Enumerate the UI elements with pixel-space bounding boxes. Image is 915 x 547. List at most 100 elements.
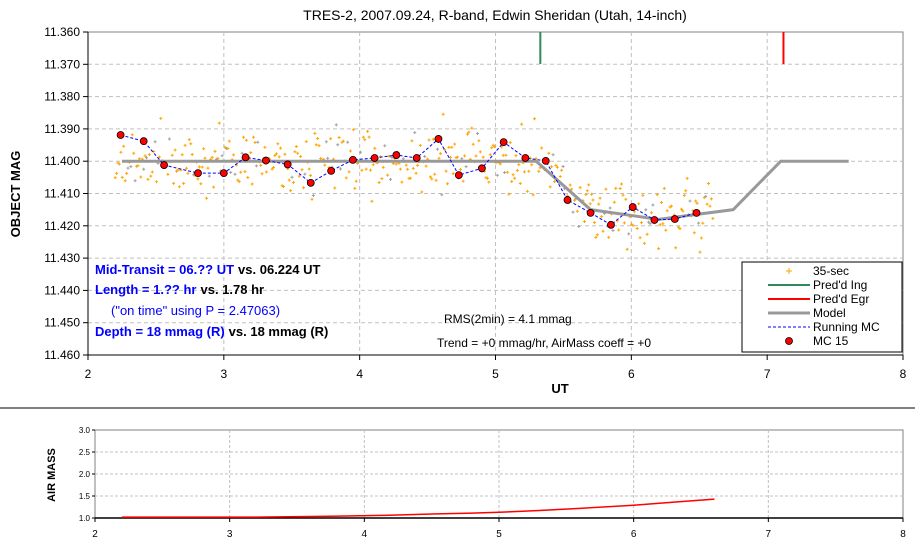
raw-point <box>423 155 427 158</box>
x-tick-label: 5 <box>492 367 499 381</box>
raw-point <box>197 165 201 169</box>
raw-point <box>324 140 328 144</box>
raw-point <box>608 206 612 210</box>
raw-point <box>573 198 576 202</box>
raw-point <box>427 138 431 142</box>
raw-point <box>232 153 236 157</box>
raw-point <box>707 182 711 185</box>
mc15-point <box>283 160 292 169</box>
length: Length = 1.?? hr <box>95 282 196 297</box>
raw-point <box>505 170 509 174</box>
raw-point <box>595 233 599 237</box>
raw-point <box>264 170 268 174</box>
raw-point <box>386 173 390 177</box>
raw-point <box>313 131 317 135</box>
raw-point <box>302 186 305 190</box>
raw-point <box>304 140 308 144</box>
raw-point <box>540 146 544 150</box>
raw-point <box>354 179 358 183</box>
mc15-point <box>412 154 421 162</box>
raw-point <box>113 176 117 180</box>
raw-point <box>612 200 616 204</box>
raw-point <box>617 228 621 232</box>
raw-point <box>592 221 596 224</box>
airmass-y-label: AIR MASS <box>46 448 58 502</box>
mc15-point <box>194 169 202 178</box>
raw-point <box>254 164 258 168</box>
raw-point <box>149 174 153 178</box>
raw-point <box>711 217 715 220</box>
raw-point <box>260 172 264 176</box>
raw-point <box>292 180 295 184</box>
raw-point <box>420 190 424 194</box>
raw-point <box>621 193 625 197</box>
raw-point <box>166 172 170 176</box>
raw-point <box>447 145 451 149</box>
raw-point <box>310 197 314 201</box>
raw-point <box>660 201 663 204</box>
raw-point <box>303 172 307 176</box>
airmass-x-tick-label: 4 <box>362 529 368 540</box>
raw-point <box>555 165 559 169</box>
raw-point <box>177 185 181 189</box>
mc15-point <box>139 137 148 146</box>
raw-point <box>253 141 257 144</box>
y-tick-label: 11.390 <box>44 122 80 136</box>
raw-point <box>594 235 598 239</box>
raw-point <box>597 202 601 206</box>
raw-point <box>408 176 412 180</box>
legend-mc: MC 15 <box>813 334 849 348</box>
y-tick-label: 11.420 <box>44 219 80 233</box>
raw-point <box>632 210 636 214</box>
raw-point <box>498 162 502 166</box>
raw-point <box>511 173 515 177</box>
raw-point <box>279 146 283 150</box>
raw-point <box>283 152 287 156</box>
raw-point <box>256 140 260 144</box>
raw-point <box>651 203 655 207</box>
raw-point <box>682 194 686 197</box>
chart-title: TRES-2, 2007.09.24, R-band, Edwin Sherid… <box>303 7 687 23</box>
raw-point <box>326 156 330 160</box>
airmass-x-tick-label: 6 <box>631 529 637 540</box>
airmass-x-tick-label: 2 <box>92 529 98 540</box>
raw-point <box>229 170 233 174</box>
raw-point <box>182 181 186 185</box>
raw-point <box>309 174 313 177</box>
raw-point <box>337 136 341 139</box>
raw-point <box>424 164 428 168</box>
raw-point <box>293 150 297 154</box>
raw-point <box>463 154 467 158</box>
raw-point <box>476 132 479 135</box>
raw-point <box>307 167 311 171</box>
raw-point <box>518 182 522 185</box>
raw-point <box>129 165 133 169</box>
raw-point <box>126 166 130 170</box>
raw-point <box>487 180 491 184</box>
raw-point <box>451 172 455 176</box>
mc15-point <box>521 154 530 162</box>
mc15-point <box>306 178 315 187</box>
raw-point <box>276 142 280 146</box>
raw-point <box>117 162 121 166</box>
raw-point <box>125 171 129 175</box>
y-tick-label: 11.440 <box>44 283 80 297</box>
raw-point <box>187 138 191 142</box>
legend-running: Running MC <box>813 320 880 334</box>
raw-point <box>233 172 237 176</box>
raw-point <box>467 130 471 134</box>
x-axis-label: UT <box>551 381 568 396</box>
raw-point <box>680 207 683 211</box>
raw-point <box>531 193 535 197</box>
raw-point <box>123 179 127 183</box>
raw-point <box>481 155 485 159</box>
raw-point <box>430 177 434 181</box>
raw-point <box>695 201 699 205</box>
annotation-trend: Trend = +0 mmag/hr, AirMass coeff = +0 <box>437 336 651 350</box>
raw-point <box>394 162 398 166</box>
raw-point <box>289 189 293 193</box>
x-tick-label: 6 <box>628 367 635 381</box>
raw-point <box>364 167 368 171</box>
raw-point <box>296 151 300 155</box>
raw-point <box>501 153 505 157</box>
